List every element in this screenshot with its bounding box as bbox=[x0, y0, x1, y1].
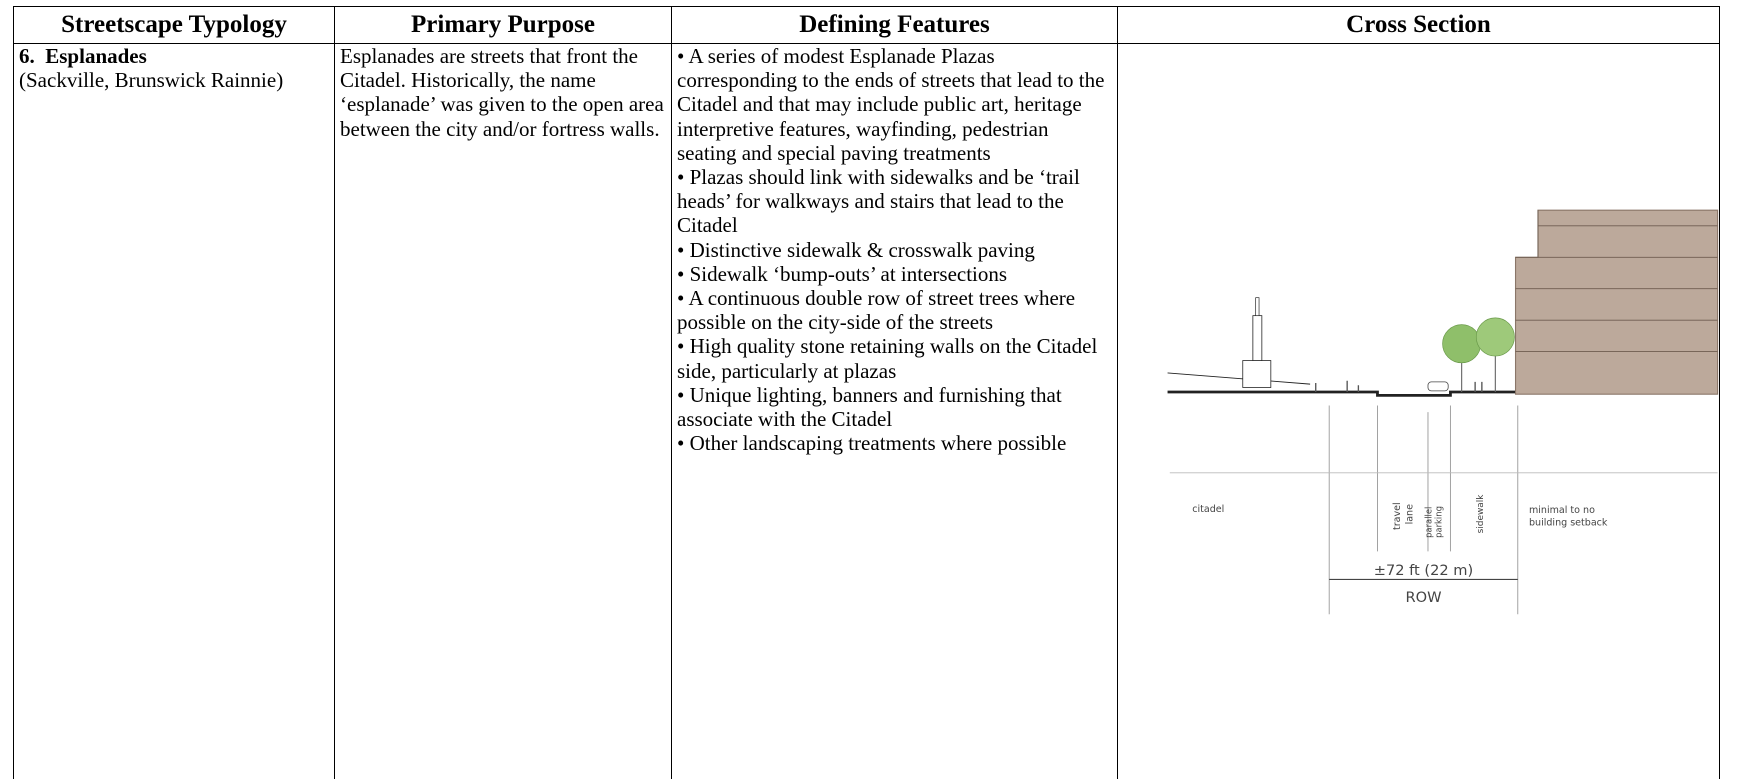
label: citadel bbox=[1192, 504, 1224, 515]
label: building setback bbox=[1529, 518, 1608, 529]
body-row: 6. Esplanades (Sackville, Brunswick Rain… bbox=[13, 42, 1720, 779]
cross-section-cell: citadel travel lane parallel parking sid… bbox=[1117, 42, 1720, 779]
feature: • Sidewalk ‘bump-outs’ at intersections bbox=[677, 261, 1008, 286]
typology-streets: (Sackville, Brunswick Rainnie) bbox=[19, 68, 284, 93]
feature: • Plazas should link with sidewalks and … bbox=[677, 165, 1080, 238]
drawing bbox=[1167, 209, 1719, 615]
typology-title: 6. Esplanades bbox=[19, 44, 147, 68]
cross-section-diagram: citadel travel lane parallel parking sid… bbox=[1167, 209, 1719, 615]
label: travel bbox=[1392, 502, 1403, 530]
feature: • Other landscaping treatments where pos… bbox=[677, 431, 1067, 456]
feature: • Unique lighting, banners and furnishin… bbox=[677, 382, 1062, 432]
label: parallel bbox=[1423, 507, 1433, 538]
dimension-label: ROW bbox=[1405, 589, 1441, 606]
purpose-text: Esplanades are streets that front the Ci… bbox=[340, 44, 664, 141]
typology-cell: 6. Esplanades (Sackville, Brunswick Rain… bbox=[13, 42, 335, 779]
dimension-label: ±72 ft (22 m) bbox=[1374, 562, 1473, 579]
header-cell: Defining Features bbox=[671, 6, 1118, 44]
feature: • Distinctive sidewalk & crosswalk pavin… bbox=[677, 237, 1035, 262]
label: minimal to no bbox=[1529, 505, 1595, 516]
feature: • A series of modest Esplanade Plazas co… bbox=[677, 44, 1105, 165]
feature: • A continuous double row of street tree… bbox=[677, 286, 1076, 335]
label: lane bbox=[1404, 504, 1415, 525]
header-row: Streetscape Typology Primary Purpose Def… bbox=[13, 6, 1720, 44]
purpose-cell: Esplanades are streets that front the Ci… bbox=[334, 42, 672, 779]
typology-table: Streetscape Typology Primary Purpose Def… bbox=[13, 6, 1720, 779]
label: sidewalk bbox=[1476, 494, 1486, 534]
header-cell: Streetscape Typology bbox=[13, 6, 335, 44]
header-cell: Primary Purpose bbox=[334, 6, 672, 44]
feature: • High quality stone retaining walls on … bbox=[677, 334, 1098, 383]
header-cell: Cross Section bbox=[1117, 6, 1720, 44]
features-cell: • A series of modest Esplanade Plazas co… bbox=[671, 42, 1118, 779]
label: parking bbox=[1433, 506, 1443, 538]
